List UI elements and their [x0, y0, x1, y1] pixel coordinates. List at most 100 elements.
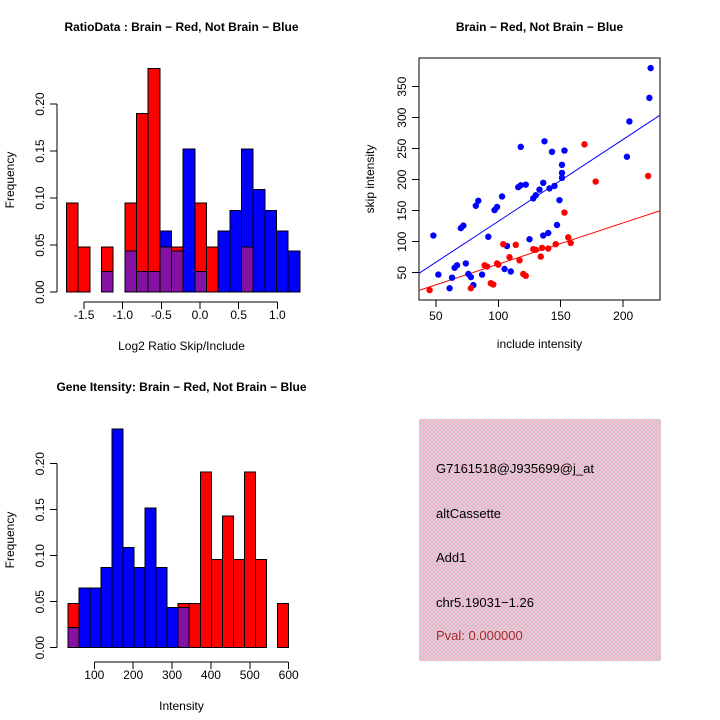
y-axis-label: skip intensity — [363, 145, 377, 214]
y-tick-label: 350 — [395, 76, 409, 96]
panel-ratio-histogram: RatioData : Brain − Red, Not Brain − Blu… — [0, 0, 360, 360]
scatter-point-blue — [460, 222, 467, 229]
x-tick-label: 400 — [201, 668, 221, 682]
intensity-scatter-plot: Brain − Red, Not Brain − Blue include int… — [363, 20, 661, 351]
scatter-point-red — [592, 178, 599, 185]
histogram-bar — [229, 209, 243, 293]
histogram-overlap-bar — [159, 246, 172, 293]
histogram-bar — [77, 246, 91, 293]
x-tick-label: 200 — [123, 668, 143, 682]
y-tick-label: 0.10 — [33, 544, 47, 568]
histogram-bar — [199, 471, 212, 649]
scatter-point-blue — [548, 148, 556, 156]
scatter-point-red — [500, 240, 507, 248]
scatter-point-blue — [553, 221, 561, 229]
y-axis-label: Frequency — [3, 152, 17, 209]
histogram-bar — [277, 603, 290, 649]
scatter-point-blue — [532, 192, 539, 199]
scatter-point-red — [567, 239, 574, 247]
x-tick-label: 300 — [162, 668, 182, 682]
y-tick-label: 250 — [395, 138, 409, 158]
x-tick-label: 200 — [613, 309, 633, 323]
histogram-overlap-bar — [177, 606, 190, 649]
histogram-bar — [182, 148, 196, 293]
x-tick-label: 100 — [488, 309, 508, 323]
y-tick-label: 0.20 — [33, 452, 47, 476]
histogram-bar — [217, 230, 231, 293]
scatter-point-blue — [517, 182, 524, 189]
scatter-point-red — [565, 234, 572, 241]
histogram-bar — [232, 558, 245, 649]
y-tick-label: 150 — [395, 200, 409, 220]
histogram-overlap-bar — [135, 270, 149, 293]
scatter-point-blue — [545, 229, 552, 237]
histogram-bar — [155, 567, 168, 649]
y-tick-label: 0.15 — [33, 139, 47, 163]
scatter-point-blue — [522, 181, 529, 188]
histogram-bar — [276, 230, 289, 293]
histogram-bar — [144, 507, 157, 649]
x-axis-label: Log2 Ratio Skip/Include — [118, 339, 245, 353]
scatter-point-red — [545, 245, 552, 252]
scatter-point-blue — [546, 185, 553, 192]
scatter-point-blue — [561, 147, 568, 154]
y-tick-label: 0.00 — [33, 280, 47, 304]
x-tick-label: 150 — [551, 309, 571, 323]
scatter-point-blue — [540, 179, 547, 187]
scatter-point-blue — [551, 182, 558, 190]
plot-box — [418, 57, 661, 301]
y-tick-label: 300 — [395, 107, 409, 127]
histogram-bar — [210, 558, 223, 649]
histogram-bar — [254, 558, 268, 649]
scatter-point-blue — [430, 232, 437, 239]
pval-text: Pval: 0.000000 — [436, 628, 523, 643]
scatter-point-blue — [558, 169, 566, 177]
x-axis-label: include intensity — [497, 337, 582, 351]
scatter-point-blue — [448, 274, 456, 281]
histogram-bar — [147, 67, 161, 293]
scatter-point-blue — [475, 197, 482, 204]
scatter-point-blue — [623, 153, 631, 160]
scatter-point-blue — [485, 233, 492, 240]
scatter-point-blue — [478, 271, 486, 278]
histogram-bar — [243, 471, 256, 649]
scatter-point-blue — [517, 143, 524, 151]
scatter-point-blue — [526, 236, 533, 243]
x-tick-label: -1.0 — [112, 308, 133, 322]
scatter-point-red — [512, 241, 519, 249]
scatter-point-blue — [536, 186, 543, 193]
scatter-point-blue — [540, 232, 547, 239]
scatter-point-red — [644, 172, 652, 180]
histogram-bar — [221, 515, 234, 649]
gene-name-text: Add1 — [436, 550, 467, 565]
ratio-histogram-plot: RatioData : Brain − Red, Not Brain − Blu… — [3, 20, 301, 353]
y-tick-label: 100 — [395, 231, 409, 251]
scatter-point-red — [490, 281, 497, 288]
y-tick-label: 0.20 — [33, 92, 47, 116]
regression-line-blue — [418, 114, 661, 274]
histogram-overlap-bar — [67, 626, 80, 649]
chart-title: Gene Itensity: Brain − Red, Not Brain − … — [56, 380, 306, 394]
histogram-bar — [89, 587, 102, 649]
y-axis-label: Frequency — [3, 512, 17, 569]
scatter-point-blue — [626, 118, 633, 125]
histogram-bar — [133, 567, 146, 649]
y-tick-label: 0.10 — [33, 186, 47, 210]
chart-title: Brain − Red, Not Brain − Blue — [456, 20, 624, 34]
scatter-point-blue — [453, 262, 461, 269]
regression-line-red — [418, 210, 661, 291]
histogram-bar — [65, 202, 79, 293]
y-tick-label: 50 — [395, 266, 409, 280]
x-axis-label: Intensity — [159, 699, 204, 713]
histogram-bar — [188, 603, 201, 649]
gene-intensity-histogram-plot: Gene Itensity: Brain − Red, Not Brain − … — [3, 380, 307, 713]
histogram-bar — [166, 606, 179, 649]
histogram-bar — [78, 587, 91, 649]
event-type-text: altCassette — [436, 506, 502, 521]
scatter-point-blue — [498, 193, 506, 200]
histogram-bar — [252, 189, 266, 293]
histogram-bar — [287, 250, 301, 293]
scatter-point-blue — [472, 202, 480, 209]
panel-gene-intensity-histogram: Gene Itensity: Brain − Red, Not Brain − … — [0, 360, 360, 720]
scatter-point-blue — [493, 203, 501, 211]
